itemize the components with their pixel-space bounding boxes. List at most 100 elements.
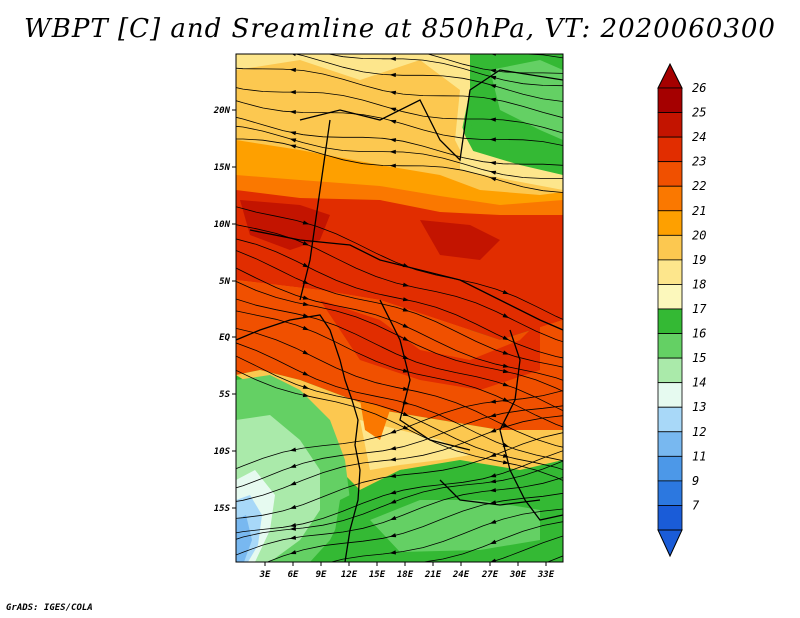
streamline-arrow [389, 56, 396, 61]
lon-label: 24E [452, 570, 470, 580]
colorbar-swatch [657, 480, 683, 506]
streamline-arrow [289, 447, 297, 452]
streamline-arrow [489, 177, 497, 182]
streamline-arrow [290, 43, 297, 47]
colorbar-label: 14 [692, 376, 706, 390]
colorbar-swatch [657, 210, 683, 236]
streamline-arrow [489, 539, 497, 545]
streamline-arrow [489, 473, 497, 478]
streamline-arrow [290, 24, 297, 28]
colorbar-swatch [657, 234, 683, 261]
streamline-arrow [402, 368, 410, 373]
colorbar-label: 16 [692, 327, 706, 341]
streamline-arrow [502, 350, 510, 355]
lat-label: 5S [219, 390, 230, 400]
streamline-arrow [502, 290, 510, 295]
colorbar-swatch [657, 505, 683, 531]
lat-label: 5N [219, 277, 230, 287]
streamline-arrow [289, 90, 296, 95]
streamline-arrow [502, 453, 510, 458]
lon-label: 15E [369, 570, 386, 580]
streamline-arrow [389, 457, 396, 462]
streamline-arrow [302, 384, 310, 389]
streamline-arrow [502, 363, 510, 368]
lat-label: 15N [214, 163, 231, 173]
colorbar-label: 21 [692, 204, 706, 218]
lon-label: 18E [397, 570, 414, 580]
streamline-arrow [290, 593, 297, 597]
colorbar-bottom-arrow [657, 529, 683, 558]
streamline-arrow [289, 523, 297, 528]
lon-label: 6E [288, 570, 299, 580]
colorbar-swatch [657, 382, 683, 408]
lat-axis: 20N 15N 10N 5N EQ 5S 10S 15S [213, 106, 236, 514]
streamline-arrow [389, 107, 397, 112]
streamline-arrow [402, 355, 410, 360]
streamline-arrow [489, 452, 497, 457]
streamline-arrow [402, 282, 410, 287]
streamline-arrow [289, 110, 296, 115]
lat-label: EQ [219, 333, 230, 343]
streamline-arrow [390, 576, 397, 580]
lon-label: 30E [509, 570, 527, 580]
streamline-arrow [302, 262, 310, 268]
streamline-arrow [502, 460, 510, 465]
streamline-arrow [402, 297, 410, 302]
streamline-arrow [502, 397, 510, 402]
streamline-arrow [302, 313, 310, 318]
colorbar-swatch [657, 161, 683, 187]
streamline [489, 535, 563, 562]
streamline [546, 555, 563, 562]
streamline-arrow [402, 425, 410, 430]
streamline-arrow [289, 67, 296, 73]
streamline-arrow [302, 325, 310, 331]
streamline-arrow [289, 463, 297, 468]
colorbar-label: 12 [692, 425, 706, 439]
streamline-arrow [402, 263, 410, 268]
colorbar-label: 24 [692, 130, 706, 144]
colorbar: 26 25 24 23 22 21 20 19 18 17 16 15 14 13 12 11 9 7 [657, 62, 707, 558]
streamline-arrow [289, 504, 297, 509]
lon-axis: 3E 6E 9E 12E 15E 18E 21E 24E 27E 30E 33E [259, 562, 555, 580]
streamline-arrow [402, 400, 410, 405]
colorbar-swatch [657, 112, 683, 138]
colorbar-label: 19 [692, 253, 706, 267]
streamline-arrow [502, 369, 510, 374]
streamline-arrow [502, 335, 510, 341]
streamline-arrow [390, 594, 397, 598]
streamline-arrow [489, 170, 497, 175]
colorbar-swatch [657, 259, 683, 285]
streamline-arrow [489, 137, 496, 142]
colorbar-label: 13 [692, 400, 706, 414]
streamline-arrow [389, 429, 397, 434]
colorbar-swatch [657, 406, 683, 433]
colorbar-swatch [657, 431, 683, 457]
colorbar-top-arrow [657, 62, 683, 89]
streamline-arrow [402, 307, 410, 312]
streamline-arrow [291, 54, 296, 57]
colorbar-swatch [657, 284, 683, 310]
grads-credit: GrADS: IGES/COLA [6, 603, 93, 613]
streamline-arrow [489, 519, 497, 524]
streamline-arrow [289, 550, 297, 555]
colorbar-label: 15 [692, 351, 706, 365]
streamline-arrows [289, 24, 510, 613]
lon-label: 12E [341, 570, 358, 580]
streamline-arrow [389, 473, 397, 478]
colorbar-swatch [657, 87, 683, 113]
streamline [492, 54, 563, 59]
colorbar-swatch [657, 136, 683, 163]
streamline-arrow [389, 119, 397, 124]
streamline-arrow [502, 442, 510, 447]
streamline-arrow [289, 138, 297, 143]
streamline-arrow [489, 84, 497, 89]
lon-label: 3E [259, 570, 271, 580]
colorbar-label: 26 [692, 81, 706, 95]
streamline-arrow [290, 609, 297, 613]
colorbar-swatch [657, 455, 683, 482]
lon-label: 33E [537, 570, 555, 580]
streamline-arrow [302, 393, 310, 398]
lat-label: 20N [213, 106, 231, 116]
streamline-arrow [389, 90, 397, 95]
map-title: WBPT [C] and Sreamline at 850hPa, VT: 20… [24, 14, 776, 44]
